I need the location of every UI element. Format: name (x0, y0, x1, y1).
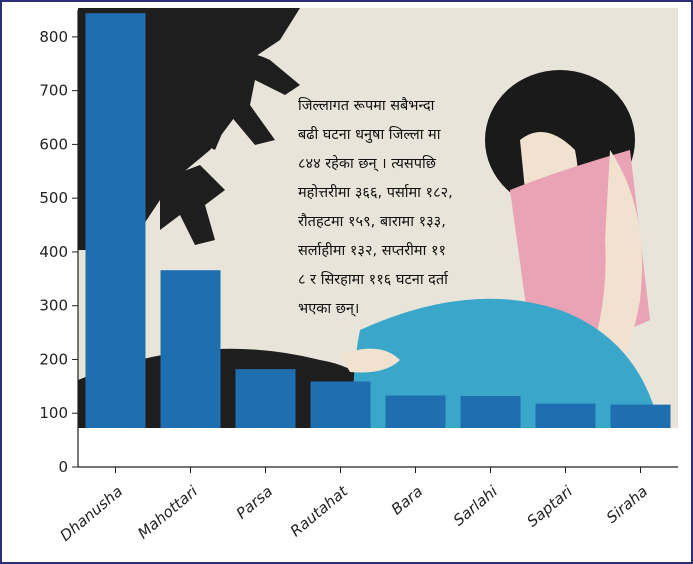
x-tick-label: Siraha (603, 482, 651, 526)
y-tick-label: 300 (39, 297, 68, 315)
bar-dhanusha (85, 13, 146, 467)
y-tick-label: 200 (39, 350, 68, 368)
y-tick-label: 0 (58, 458, 68, 476)
plot-base-strip (78, 428, 678, 467)
y-tick-label: 400 (39, 243, 68, 261)
arm-shape (575, 150, 642, 400)
y-tick-label: 100 (39, 404, 68, 422)
shadow-hand-2 (160, 165, 225, 245)
x-tick-label: Mahottari (134, 482, 201, 543)
chart-annotation: जिल्लागत रूपमा सबैभन्दा बढी घटना धनुषा ज… (298, 98, 453, 317)
y-tick-label: 700 (39, 82, 68, 100)
x-tick-label: Bara (388, 482, 426, 518)
y-tick-label: 800 (39, 28, 68, 46)
x-tick-label: Sarlahi (450, 482, 502, 530)
foot-shape (340, 348, 400, 373)
y-tick-label: 500 (39, 189, 68, 207)
x-tick-label: Rautahat (287, 482, 352, 541)
x-tick-label: Parsa (233, 482, 276, 522)
shadow-hand-1 (180, 52, 300, 150)
x-tick-label: Dhanusha (56, 482, 126, 545)
y-tick-label: 600 (39, 135, 68, 153)
x-tick-label: Saptari (523, 482, 576, 531)
